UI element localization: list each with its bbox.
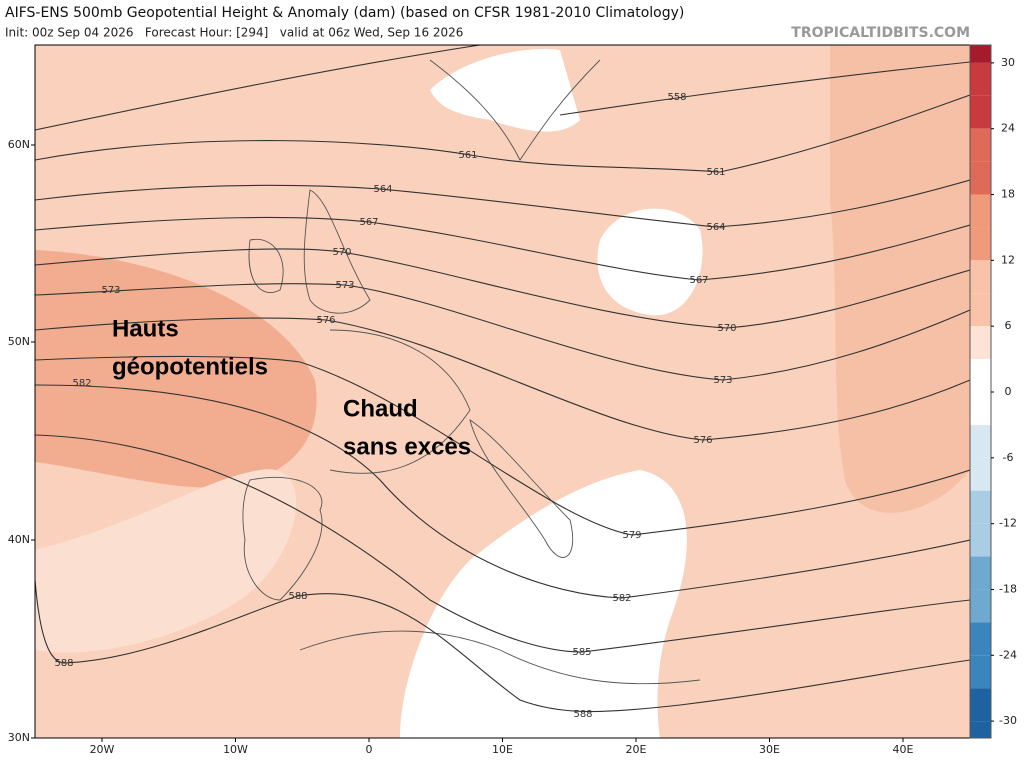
contour-line <box>35 283 970 381</box>
contour-label: 573 <box>713 375 732 386</box>
colorbar-label: 36 <box>1001 0 1015 3</box>
contour-label: 564 <box>706 222 725 233</box>
annotation: géopotentiels <box>112 353 268 380</box>
colorbar: 363024181260-6-12-18-24-30-36 <box>969 0 1017 739</box>
lon-label: 20W <box>90 743 115 756</box>
contour-line <box>35 94 970 173</box>
colorbar-swatch <box>970 227 991 261</box>
anomaly-neutral <box>430 49 580 132</box>
annotation: sans excès <box>343 433 471 460</box>
lon-label: 0 <box>366 743 373 756</box>
contour-label: 564 <box>373 184 392 195</box>
contour-label: 588 <box>573 709 592 720</box>
contour-label: 588 <box>54 658 73 669</box>
lat-label: 50N <box>8 335 30 348</box>
colorbar-swatch <box>970 95 991 129</box>
contour-label: 567 <box>689 275 708 286</box>
anomaly-neutral <box>597 208 703 316</box>
contour-line <box>35 317 970 441</box>
contour-line <box>35 434 970 653</box>
colorbar-label: 24 <box>1001 122 1015 135</box>
colorbar-label: -24 <box>999 648 1017 661</box>
colorbar-swatch <box>970 45 991 63</box>
colorbar-swatch <box>970 161 991 195</box>
contour-label: 558 <box>667 92 686 103</box>
contour-line <box>35 248 970 329</box>
map: 558 561 561 564 564 567 567 570 570 573 573 573 576 5… <box>35 45 970 738</box>
contour-labels: 558 561 561 564 564 567 567 570 570 573 573 573 576 5… <box>54 92 736 720</box>
colorbar-swatch <box>970 194 991 228</box>
subtitle: Init: 00z Sep 04 2026 Forecast Hour: [29… <box>5 26 463 40</box>
colorbar-swatch <box>970 721 991 738</box>
colorbar-label: 30 <box>1001 56 1015 69</box>
contour-line <box>35 355 970 536</box>
lon-label: 10W <box>223 743 248 756</box>
lon-label: 30E <box>759 743 780 756</box>
lat-label: 40N <box>8 533 30 546</box>
contour-label: 573 <box>101 285 120 296</box>
colorbar-swatch <box>970 326 991 360</box>
colorbar-label: -30 <box>999 714 1017 727</box>
contour-label: 561 <box>706 167 725 178</box>
colorbar-label: -12 <box>999 517 1017 530</box>
coastlines <box>242 59 701 685</box>
contour-line <box>35 179 970 228</box>
colorbar-label: 12 <box>1001 253 1015 266</box>
colorbar-swatch <box>970 589 991 623</box>
colorbar-swatch <box>970 457 991 491</box>
annotations: Hauts géopotentiels Chaud sans excès <box>112 315 471 460</box>
lon-label: 40E <box>893 743 914 756</box>
colorbar-swatch <box>970 622 991 656</box>
colorbar-label: -6 <box>1003 451 1014 464</box>
annotation: Chaud <box>343 395 418 422</box>
contour-label: 570 <box>332 247 351 258</box>
contour-line <box>35 579 970 713</box>
anomaly-high <box>35 250 317 488</box>
contour-label: 561 <box>458 150 477 161</box>
contour-line <box>35 216 970 281</box>
contour-label: 579 <box>622 530 641 541</box>
colorbar-swatch <box>970 128 991 162</box>
anomaly-low <box>35 469 297 653</box>
contour-label: 582 <box>612 593 631 604</box>
colorbar-swatch <box>970 490 991 524</box>
colorbar-swatch <box>970 293 991 327</box>
colorbar-swatch <box>970 62 991 96</box>
lon-label: 10E <box>492 743 513 756</box>
anomaly-east <box>830 45 970 513</box>
contour-label: 588 <box>288 591 307 602</box>
contour-label: 576 <box>693 435 712 446</box>
colorbar-swatch <box>970 392 991 425</box>
contour-label: 576 <box>316 315 335 326</box>
colorbar-label: -18 <box>999 582 1017 595</box>
colorbar-swatch <box>970 655 991 689</box>
colorbar-label: 6 <box>1005 319 1012 332</box>
colorbar-label: 18 <box>1001 188 1015 201</box>
colorbar-swatch <box>970 688 991 722</box>
anomaly-neutral <box>400 470 687 738</box>
annotation: Hauts <box>112 315 179 342</box>
contour-label: 573 <box>335 280 354 291</box>
axes: 60N 50N 40N 30N 20W 10W 0 10E 20E 30E 40E <box>8 138 914 756</box>
contour-line <box>35 45 481 131</box>
colorbar-swatch <box>970 556 991 590</box>
colorbar-swatch <box>970 523 991 557</box>
contours <box>35 45 970 713</box>
colorbar-swatch <box>970 260 991 294</box>
colorbar-swatch <box>970 424 991 458</box>
source: TROPICALTIDBITS.COM <box>791 25 970 41</box>
contour-label: 585 <box>572 647 591 658</box>
title: AIFS-ENS 500mb Geopotential Height & Ano… <box>5 5 684 21</box>
contour-line <box>35 384 970 599</box>
colorbar-label: 0 <box>1005 385 1012 398</box>
contour-line <box>559 61 970 116</box>
lat-label: 30N <box>8 731 30 744</box>
contour-label: 582 <box>72 378 91 389</box>
lon-label: 20E <box>626 743 647 756</box>
contour-label: 567 <box>359 217 378 228</box>
contour-label: 570 <box>717 323 736 334</box>
colorbar-swatch <box>970 359 991 392</box>
lat-label: 60N <box>8 138 30 151</box>
